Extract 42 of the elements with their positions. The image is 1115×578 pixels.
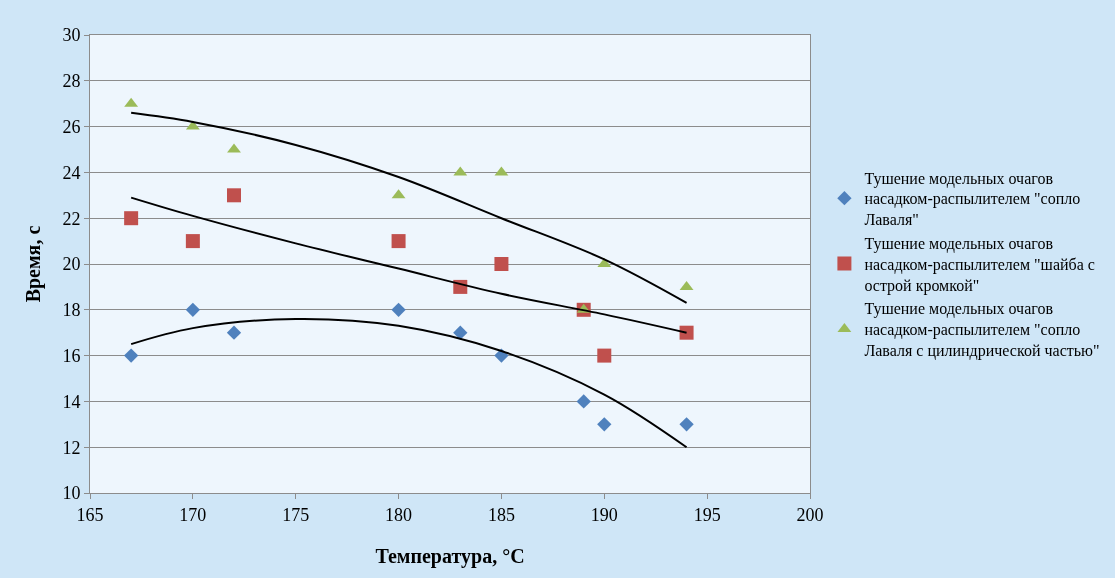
y-tick-label: 28 (62, 71, 81, 92)
point (226, 325, 242, 340)
y-tick-label: 24 (62, 162, 81, 183)
y-tick-label: 12 (62, 437, 81, 458)
point (124, 211, 139, 226)
point (391, 302, 406, 317)
point (597, 417, 612, 432)
y-tick-label: 10 (62, 483, 81, 504)
x-tick-label: 170 (179, 504, 207, 525)
point (576, 394, 591, 409)
x-tick-label: 185 (487, 504, 515, 525)
x-tick-label: 190 (590, 504, 618, 525)
point (391, 234, 406, 249)
y-tick-label: 20 (62, 254, 81, 275)
y-tick-label: 26 (62, 116, 81, 137)
x-tick-label: 165 (76, 504, 104, 525)
x-tick-label: 180 (385, 504, 413, 525)
x-tick-label: 195 (693, 504, 721, 525)
y-tick-label: 18 (62, 300, 81, 321)
y-tick-label: 16 (62, 345, 81, 366)
y-tick-label: 30 (62, 25, 81, 46)
legend-label: Тушение модельных очагов насадком-распылителем "шайба с острой кромкой" (864, 235, 1095, 295)
point (453, 325, 468, 340)
y-tick-label: 22 (62, 208, 81, 229)
y-tick-label: 14 (62, 391, 81, 412)
x-axis-title: Температура, °С (375, 545, 525, 568)
line-series (130, 111, 688, 304)
legend-label: Тушение модельных очагов насадком-распылителем "сопло Лаваля с цилиндрической частью" (864, 300, 1100, 361)
point (123, 348, 139, 363)
legend-label: Тушение модельных очагов насадком-распылителем "сопло Лаваля" (864, 169, 1081, 229)
point (679, 417, 694, 432)
point (494, 257, 509, 271)
point (597, 348, 612, 363)
y-axis-title: Время, с (22, 225, 45, 303)
x-tick-label: 175 (282, 504, 310, 525)
point (185, 302, 201, 317)
point (227, 143, 241, 153)
line-series (130, 317, 688, 449)
point (227, 188, 241, 203)
point (679, 325, 694, 340)
point (185, 234, 200, 249)
x-tick-label: 200 (796, 504, 824, 525)
